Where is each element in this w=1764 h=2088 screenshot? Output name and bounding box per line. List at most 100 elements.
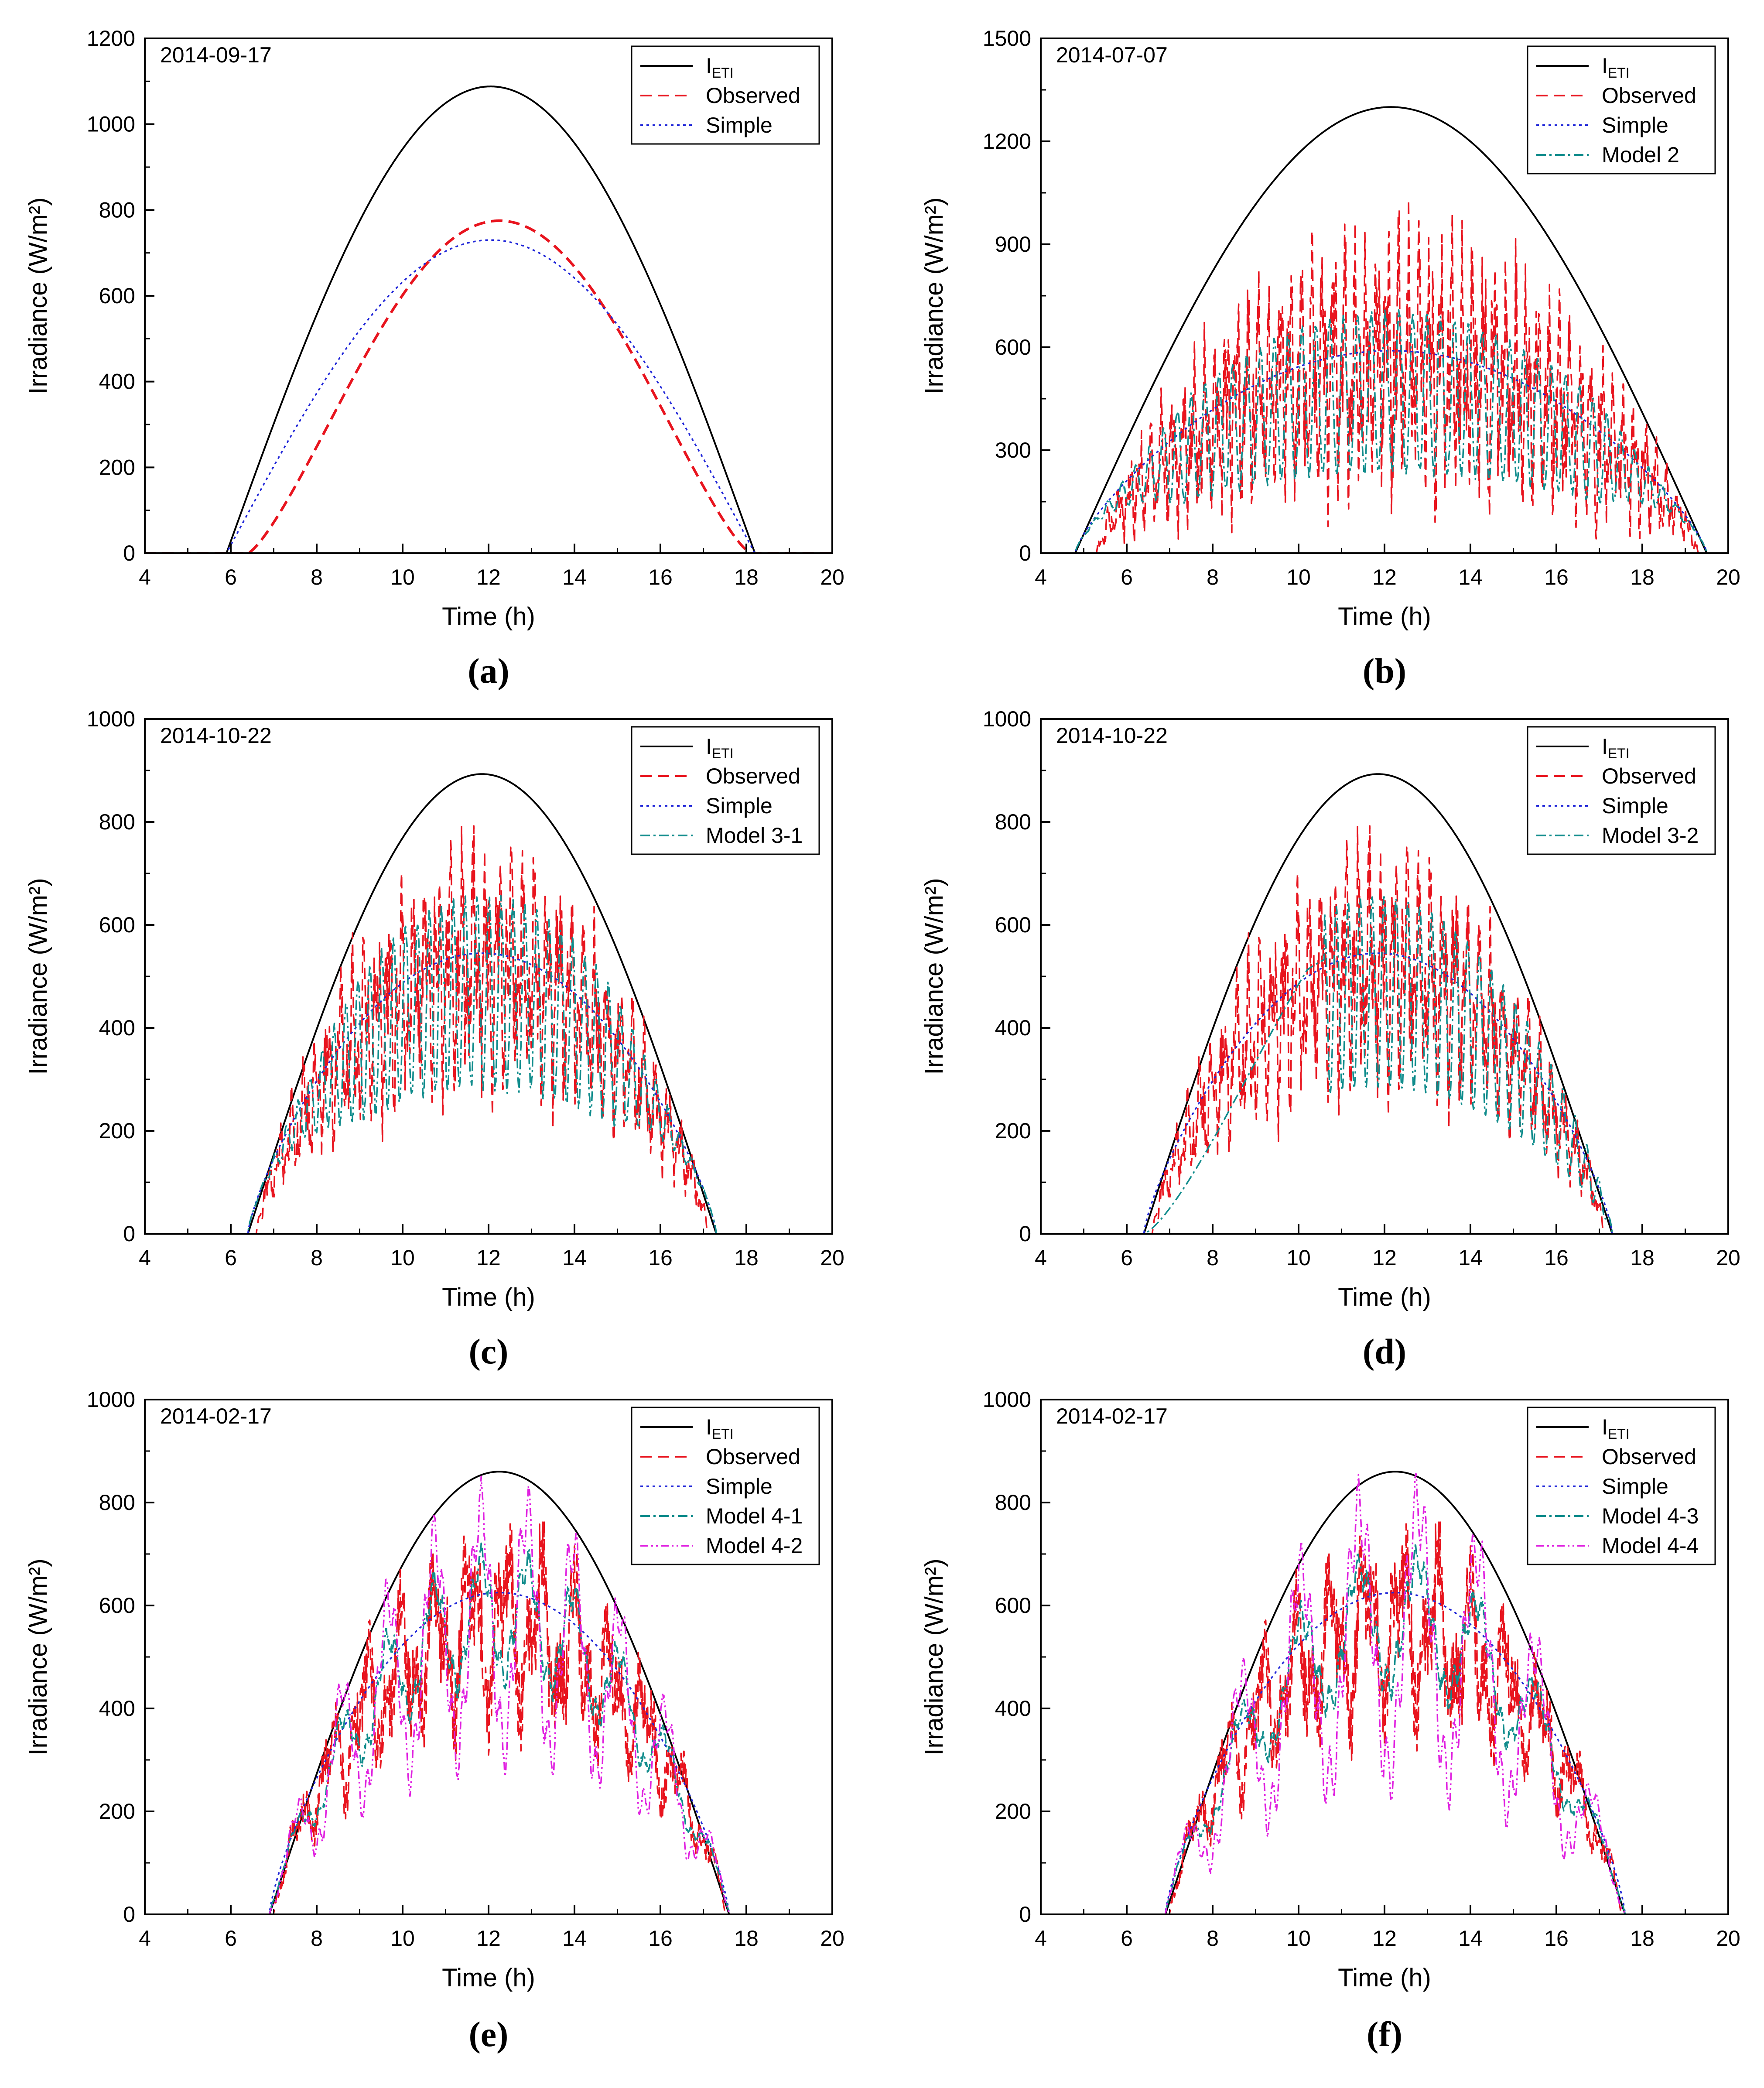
x-axis-title: Time (h): [1338, 1283, 1431, 1311]
x-tick-label: 16: [1544, 1926, 1569, 1951]
legend-label: Observed: [1602, 764, 1696, 788]
legend-box: [631, 1407, 820, 1565]
series-line-model-4-3: [1041, 1542, 1728, 1914]
x-tick-label: 8: [1207, 565, 1219, 589]
date-label: 2014-02-17: [160, 1404, 272, 1428]
y-tick-label: 800: [99, 1490, 135, 1515]
series-line-i-eti: [145, 1471, 832, 1914]
x-tick-label: 6: [1121, 1246, 1133, 1270]
x-tick-label: 8: [311, 1246, 323, 1270]
x-tick-label: 20: [1716, 565, 1740, 589]
x-tick-label: 8: [311, 1926, 323, 1951]
x-tick-label: 12: [1372, 1246, 1397, 1270]
x-tick-label: 12: [1372, 1926, 1397, 1951]
x-tick-label: 12: [476, 1926, 501, 1951]
y-tick-label: 400: [99, 1016, 135, 1040]
y-tick-label: 200: [99, 1119, 135, 1143]
y-tick-label: 1000: [983, 1387, 1031, 1412]
legend-label: Model 4-2: [706, 1533, 803, 1558]
series-line-i-eti: [1041, 1471, 1728, 1914]
x-tick-label: 20: [820, 565, 844, 589]
legend-box: [1527, 1407, 1716, 1565]
x-tick-label: 6: [225, 1246, 237, 1270]
series-line-simple: [1041, 952, 1728, 1234]
y-tick-label: 400: [995, 1696, 1031, 1721]
panel-caption: (c): [468, 1332, 508, 1371]
legend-label: Simple: [706, 113, 773, 137]
legend-label: Observed: [706, 764, 800, 788]
x-tick-label: 14: [1458, 1926, 1483, 1951]
x-tick-label: 14: [1458, 1246, 1483, 1270]
legend-label: Model 3-1: [706, 823, 803, 848]
y-tick-label: 200: [995, 1799, 1031, 1824]
y-tick-label: 600: [99, 1593, 135, 1618]
legend-label: Model 2: [1602, 143, 1679, 167]
legend-label: Observed: [706, 83, 800, 108]
y-tick-label: 1200: [87, 26, 135, 51]
y-tick-label: 900: [995, 232, 1031, 257]
y-tick-label: 600: [995, 1593, 1031, 1618]
x-tick-label: 6: [225, 565, 237, 589]
y-axis-title: Irradiance (W/m²): [920, 197, 948, 394]
legend-box: [1527, 45, 1716, 175]
series-line-model-3-2: [1041, 896, 1728, 1234]
x-tick-label: 14: [562, 565, 587, 589]
y-tick-label: 1200: [983, 129, 1031, 154]
date-label: 2014-10-22: [160, 723, 272, 748]
x-tick-label: 4: [139, 565, 151, 589]
series-line-simple: [145, 239, 832, 553]
series-line-simple: [145, 952, 832, 1234]
x-tick-label: 10: [1286, 565, 1311, 589]
y-tick-label: 800: [99, 810, 135, 834]
x-tick-label: 10: [390, 1926, 415, 1951]
panel-caption: (a): [468, 651, 509, 691]
y-tick-label: 600: [99, 284, 135, 308]
legend-label: Simple: [1602, 794, 1668, 818]
panel-a: 4 6 8 10 12 14 16 18 20020040060080010001200Time…: [24, 26, 844, 691]
y-tick-label: 0: [1019, 541, 1031, 565]
panel-caption: (e): [468, 2014, 508, 2054]
series-line-i-eti: [1041, 106, 1728, 553]
y-tick-label: 0: [1019, 1902, 1031, 1927]
y-tick-label: 1000: [87, 707, 135, 731]
y-tick-label: 1000: [87, 1387, 135, 1412]
date-label: 2014-02-17: [1056, 1404, 1168, 1428]
legend-label: Simple: [706, 1474, 773, 1499]
x-tick-label: 4: [1035, 1926, 1047, 1951]
series-line-model-2: [1041, 308, 1728, 553]
x-axis-title: Time (h): [442, 602, 535, 631]
x-tick-label: 8: [1207, 1926, 1219, 1951]
series-line-observed: [145, 219, 832, 553]
series-line-observed: [145, 825, 832, 1234]
x-tick-label: 10: [390, 565, 415, 589]
legend-subscript: ETI: [712, 1426, 734, 1442]
x-tick-label: 14: [1458, 565, 1483, 589]
x-axis-title: Time (h): [1338, 602, 1431, 631]
series-group: [1041, 773, 1728, 1234]
panel-caption: (d): [1363, 1332, 1406, 1371]
x-tick-label: 20: [820, 1926, 844, 1951]
series-line-observed: [1041, 1520, 1728, 1914]
x-tick-label: 16: [648, 1926, 673, 1951]
y-tick-label: 200: [995, 1119, 1031, 1143]
y-tick-label: 1000: [983, 707, 1031, 731]
y-tick-label: 200: [99, 455, 135, 479]
series-line-observed: [1041, 825, 1728, 1234]
date-label: 2014-09-17: [160, 43, 272, 67]
series-line-i-eti: [1041, 773, 1728, 1234]
x-tick-label: 6: [1121, 1926, 1133, 1951]
y-axis-title: Irradiance (W/m²): [920, 878, 948, 1075]
panel-caption: (b): [1363, 651, 1406, 691]
y-tick-label: 1000: [87, 112, 135, 137]
series-line-i-eti: [145, 86, 832, 553]
x-tick-label: 4: [139, 1246, 151, 1270]
date-label: 2014-07-07: [1056, 43, 1168, 67]
x-tick-label: 20: [1716, 1926, 1740, 1951]
series-line-observed: [145, 1520, 832, 1914]
x-axis-title: Time (h): [442, 1283, 535, 1311]
y-axis-title: Irradiance (W/m²): [24, 878, 52, 1075]
legend-box: [1527, 726, 1716, 855]
y-axis-title: Irradiance (W/m²): [24, 197, 52, 394]
